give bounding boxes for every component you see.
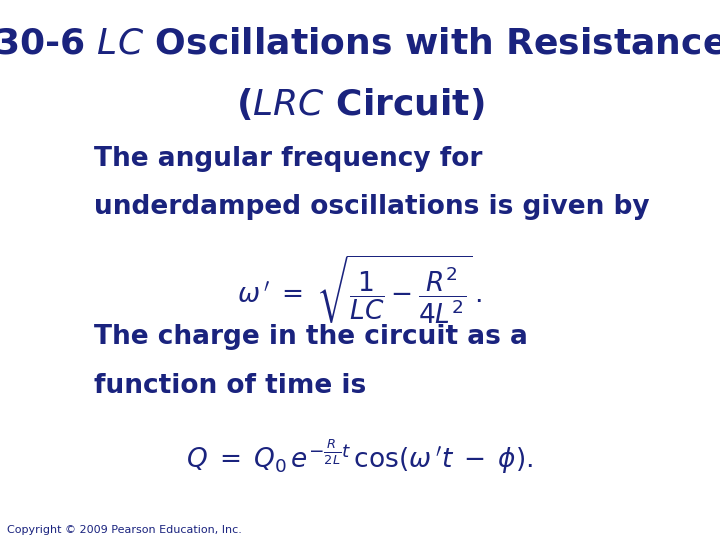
Text: $Q \;=\; Q_0\,e^{-\frac{R}{2L}t}\,\cos(\omega\,'t \;-\; \phi).$: $Q \;=\; Q_0\,e^{-\frac{R}{2L}t}\,\cos(\… [186,437,534,476]
Text: 30-6 $\mathit{LC}$ Oscillations with Resistance: 30-6 $\mathit{LC}$ Oscillations with Res… [0,27,720,61]
Text: The angular frequency for: The angular frequency for [94,146,482,172]
Text: underdamped oscillations is given by: underdamped oscillations is given by [94,194,649,220]
Text: ($\mathit{LRC}$ Circuit): ($\mathit{LRC}$ Circuit) [235,86,485,123]
Text: $\omega\,' \;=\; \sqrt{\dfrac{1}{LC} - \dfrac{R^2}{4L^2}}\,.$: $\omega\,' \;=\; \sqrt{\dfrac{1}{LC} - \… [237,254,483,327]
Text: Copyright © 2009 Pearson Education, Inc.: Copyright © 2009 Pearson Education, Inc. [7,524,242,535]
Text: The charge in the circuit as a: The charge in the circuit as a [94,324,528,350]
Text: function of time is: function of time is [94,373,366,399]
